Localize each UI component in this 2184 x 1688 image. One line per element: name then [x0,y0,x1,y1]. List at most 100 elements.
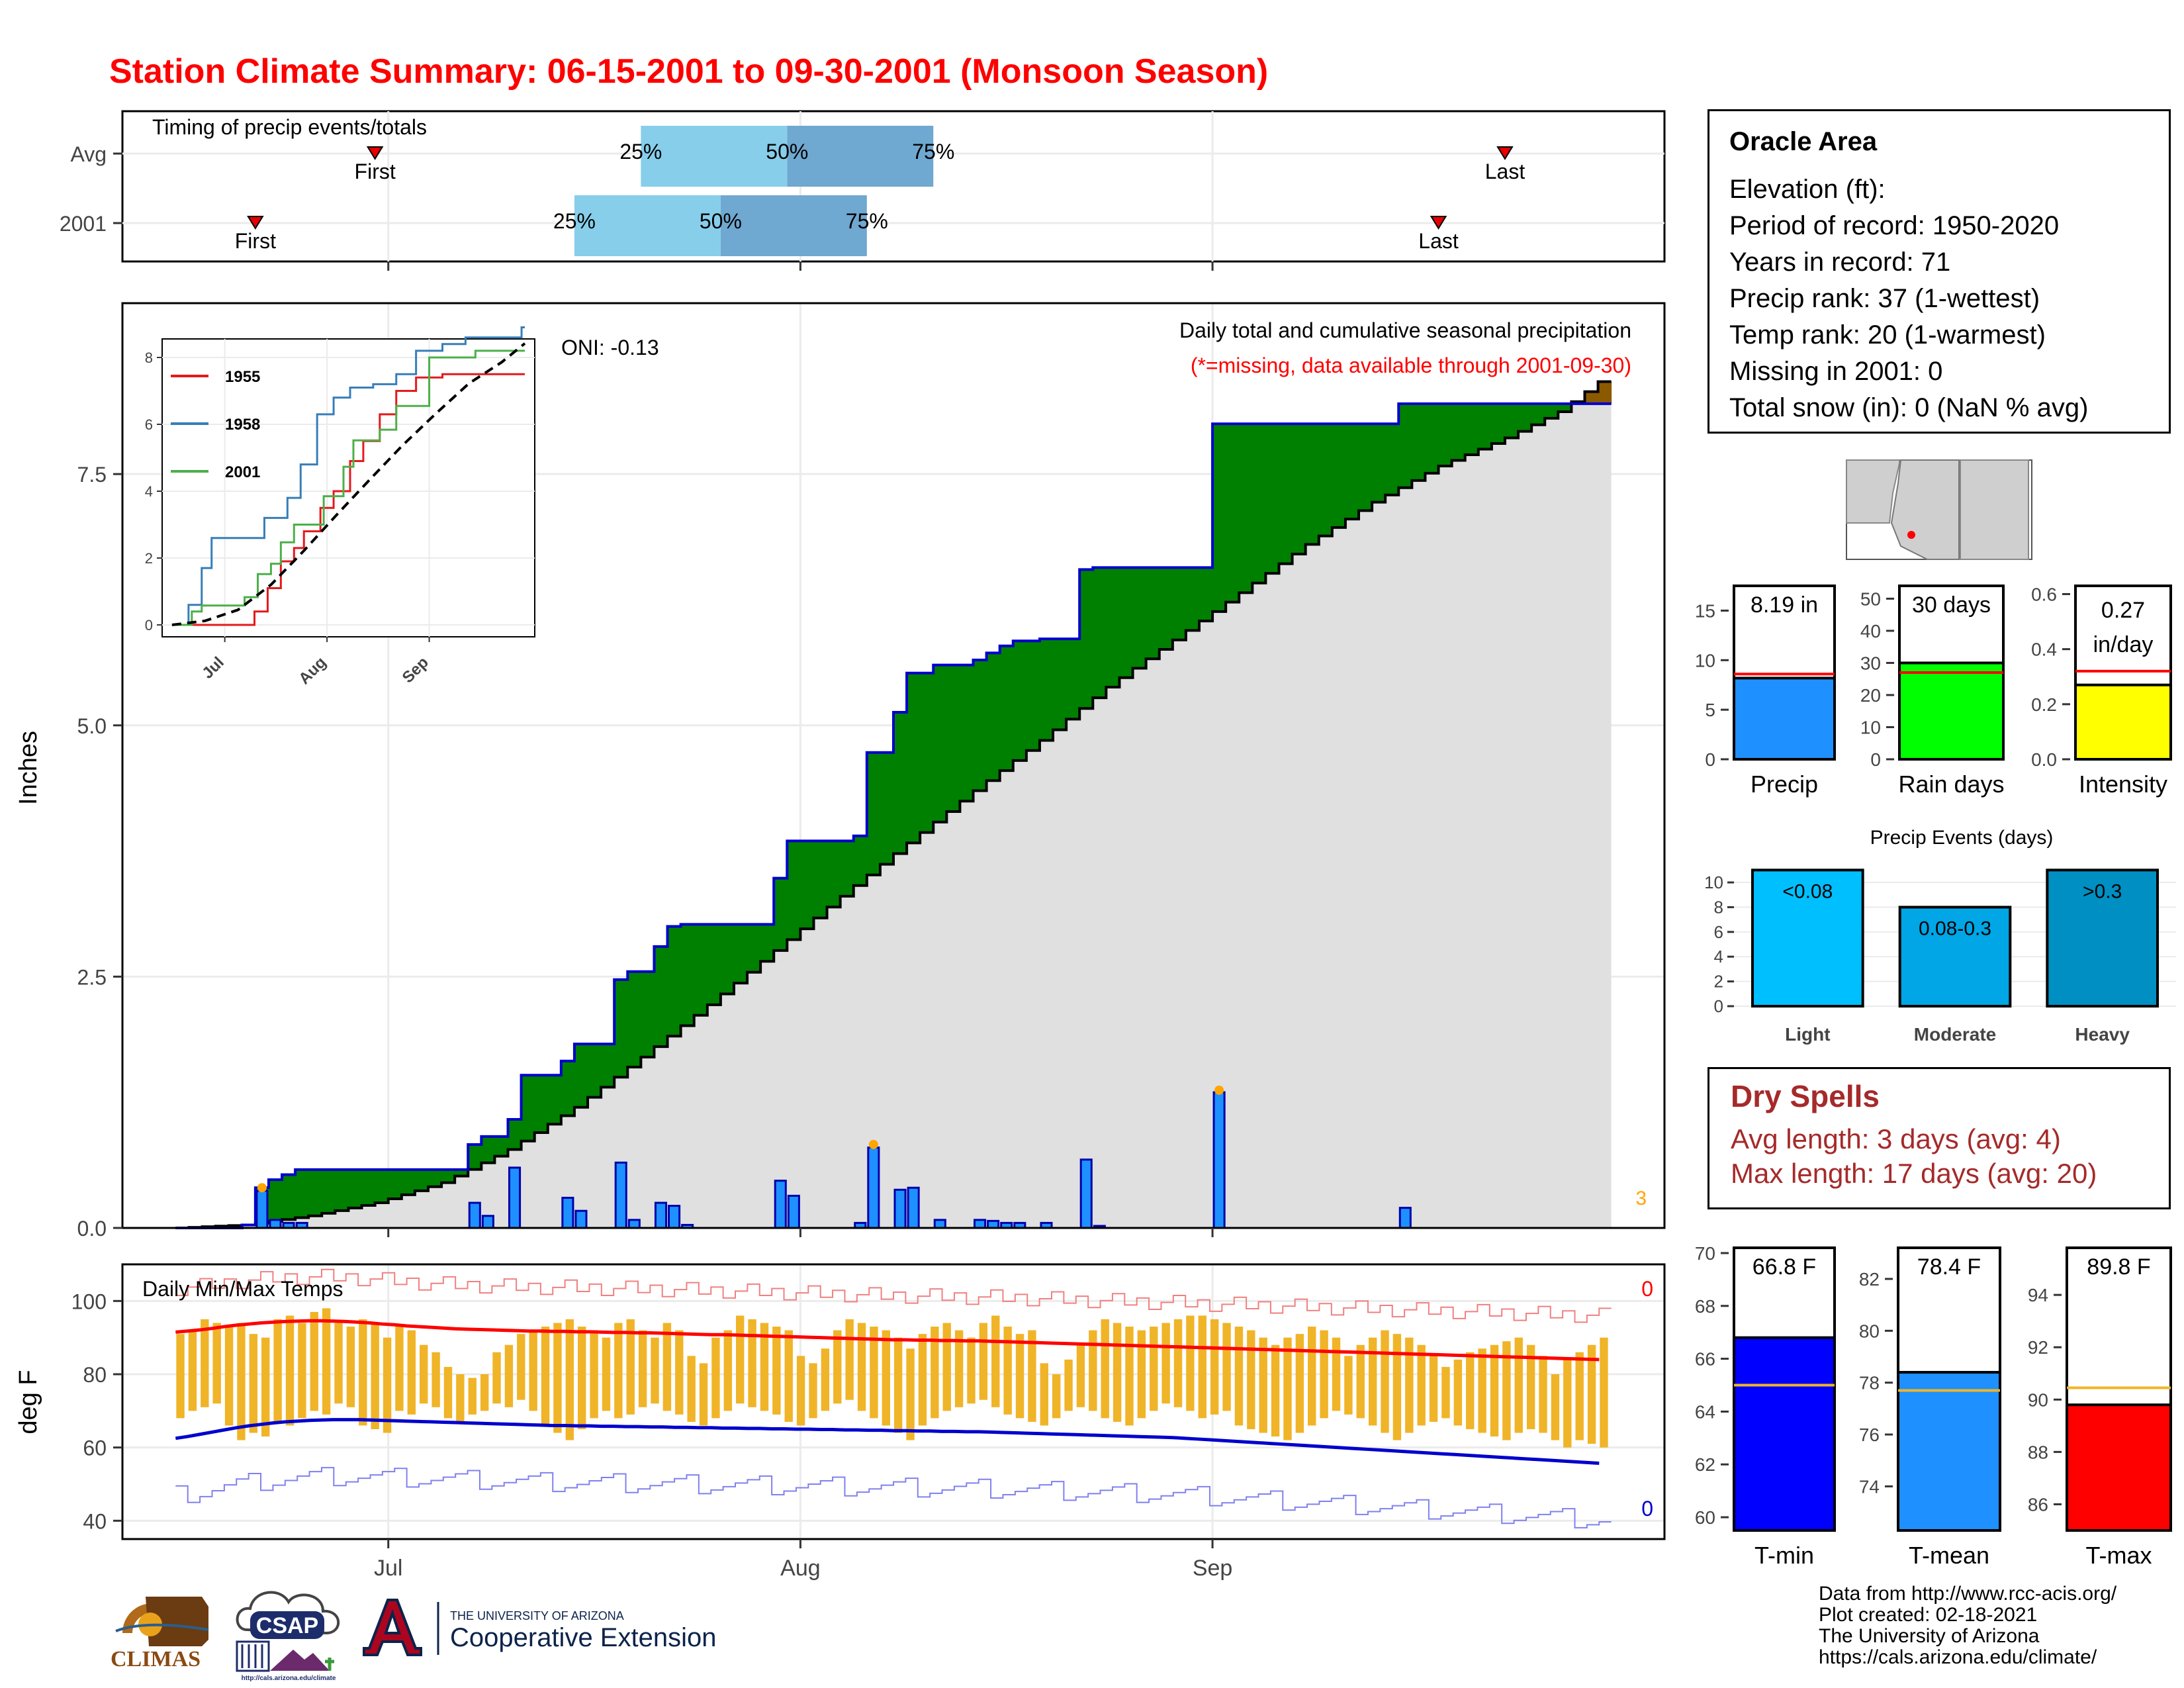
daily-temp-range-bar [443,1366,453,1419]
events-ytick-label: 4 [1714,947,1723,966]
climas-logo: CLIMAS [111,1597,209,1671]
precip-above-average-fill [574,1044,588,1107]
daily-temp-range-bar [1381,1330,1389,1433]
daily-temp-range-bar [602,1337,611,1411]
tmean-bar-chart: 74 76 78 80 82 78.4 F T-mean [1859,1246,2001,1569]
temp-ytick-label: 40 [83,1509,107,1533]
bar-panel-value-label: 30 days [1912,592,1991,618]
bar-panel-ytick-label: 82 [1859,1269,1880,1289]
tmax-record-line [175,1268,1612,1323]
bar-panel-ytick-label: 0.6 [2031,584,2057,604]
tmax-record-count: 0 [1641,1277,1653,1301]
precip-above-average-fill [680,924,695,1026]
precip-ytick-label: 0.0 [77,1217,107,1241]
daily-temp-range-bar [882,1330,890,1426]
daily-precip-bar [907,1186,920,1229]
precip-2001-cumulative-line [175,402,1612,1229]
daily-temp-range-bar [1295,1334,1304,1433]
bar-panel-label: T-min [1754,1542,1814,1569]
precip-above-average-fill [1531,403,1545,425]
precip-above-average-fill [1412,403,1426,481]
timing-last-marker [1430,216,1447,230]
missing-data-marker [868,1139,878,1149]
daily-temp-range-bar [1575,1352,1584,1440]
timing-q25-label: 25% [619,140,662,164]
footer-data-source: Data from http://www.rcc-acis.org/ [1819,1583,2117,1605]
precip-above-average-fill [1305,424,1320,545]
bar-panel-ytick-label: 88 [2028,1442,2048,1462]
daily-temp-range-bar [480,1374,489,1411]
daily-temp-range-bar [1344,1356,1353,1415]
precip-above-average-fill [1292,424,1306,555]
precip-above-average-fill [1106,567,1120,688]
precip-above-average-fill [707,924,721,1005]
dry-spells-box: Dry Spells Avg length: 3 days (avg: 4) M… [1707,1067,2171,1209]
timing-q25-label: 25% [553,209,596,233]
precip-main-chart: 0.0 2.5 5.0 7.5 Inches Daily total and cumula… [15,302,1666,1241]
daily-temp-range-bar [1137,1330,1146,1419]
precip-ytick-label: 7.5 [77,463,107,487]
daily-temp-range-bar [1015,1334,1024,1419]
precip-above-average-fill [1385,424,1399,495]
precip-above-average-fill [1026,641,1040,751]
precip-chart-subtitle: (*=missing, data available through 2001-… [1191,353,1631,377]
inset-ytick-label: 0 [145,617,153,633]
precip-above-average-fill [1451,403,1466,461]
daily-precip-bar [787,1194,800,1229]
precip-above-average-fill [1359,424,1373,511]
temp-xtick-label: Sep [1193,1556,1233,1581]
precip-above-average-fill [361,1169,376,1205]
events-ytick-label: 2 [1714,972,1723,992]
daily-temp-range-bar [407,1330,416,1415]
precip-below-average-fill [1598,381,1612,404]
page-title: Station Climate Summary: 06-15-2001 to 0… [109,52,1268,91]
precip-above-average-fill [614,979,628,1078]
bar-panel-ytick-label: 94 [2028,1285,2048,1305]
precip-above-average-fill [547,1075,562,1125]
daily-precip-bar [1398,1207,1412,1229]
precip-above-average-fill [1119,567,1134,678]
timing-first-label: First [355,160,396,183]
daily-temp-range-bar [1466,1352,1475,1429]
timing-q75-label: 75% [846,209,888,233]
station-temp-rank: Temp rank: 20 (1-warmest) [1729,320,2046,350]
daily-precip-bar [668,1205,681,1229]
daily-temp-range-bar [638,1330,647,1407]
temp-xtick-label: Jul [374,1556,402,1581]
bar-panel-ytick-label: 5 [1705,700,1715,720]
missing-data-marker [1214,1085,1224,1095]
daily-temp-range-bar [517,1334,525,1400]
precip-above-average-fill [999,645,1014,771]
daily-temp-range-bar [845,1319,854,1400]
precip-above-average-fill [335,1169,349,1211]
daily-temp-range-bar [1064,1359,1073,1411]
bar-panel-ytick-label: 10 [1695,650,1715,671]
inset-legend-label: 1958 [225,416,260,434]
tmin-record-count: 0 [1641,1497,1653,1521]
events-bar-label: >0.3 [2083,880,2122,902]
daily-temp-range-bar [1283,1337,1292,1440]
precip-above-average-fill [1146,567,1160,659]
daily-temp-range-bar [796,1356,805,1426]
inset-series-line [171,326,525,626]
bar-panel-ytick-label: 76 [1859,1425,1880,1445]
daily-precip-bar [627,1219,641,1229]
daily-temp-range-bar [1392,1334,1402,1440]
tmax-average-line [175,1319,1600,1362]
timing-row-label: 2001 [60,212,107,236]
daily-temp-range-bar [1101,1319,1109,1419]
events-category-label: Moderate [1914,1024,1996,1045]
daily-temp-range-bar [772,1327,781,1415]
timing-bar-q25-q50 [574,195,721,256]
daily-temp-range-bar [1502,1341,1511,1440]
daily-temp-range-bar [310,1311,318,1411]
bar-panel-ytick-label: 64 [1695,1401,1715,1422]
precip-above-average-fill [787,841,801,940]
ua-logo-line1: THE UNIVERSITY OF ARIZONA [450,1609,624,1622]
bar-panel-ytick-label: 0 [1870,749,1881,770]
daily-temp-range-bar [237,1323,246,1440]
daily-temp-range-bar [1478,1348,1486,1433]
daily-precip-bar [987,1219,1000,1229]
daily-temp-range-bar [273,1319,282,1422]
precip-above-average-fill [866,752,881,875]
